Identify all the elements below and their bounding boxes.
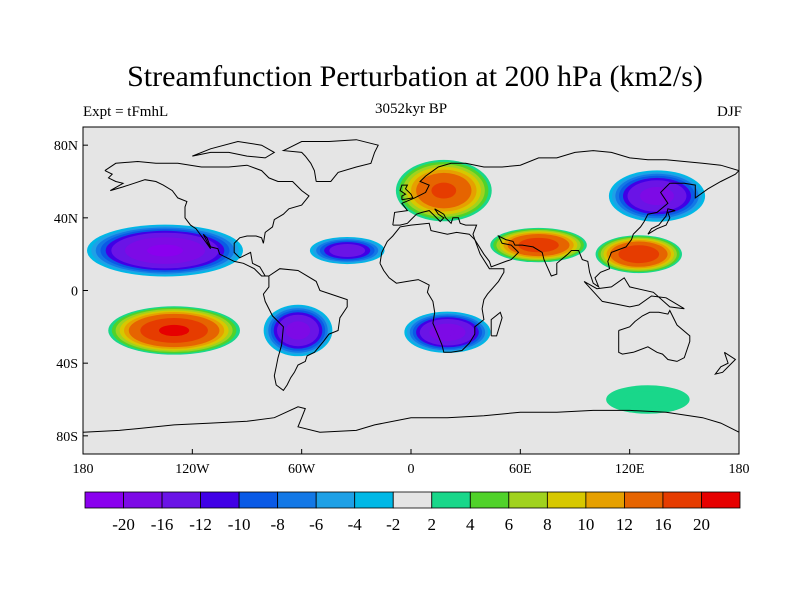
- colorbar-swatch: [624, 491, 664, 509]
- contour-band: [339, 247, 355, 254]
- anomaly-center-7: [490, 227, 587, 263]
- colorbar-swatch: [238, 491, 279, 509]
- x-tick-label: 180: [73, 462, 94, 477]
- colorbar: -20 -16 -12 -10 -8 -6 -4 -2 2 4 6 8 10 12 16 20: [84, 491, 741, 534]
- contour-band: [435, 184, 453, 197]
- colorbar-label: -12: [189, 515, 212, 534]
- colorbar-swatch: [161, 491, 201, 509]
- colorbar-swatch: [200, 491, 240, 509]
- colorbar-label: 2: [428, 515, 437, 534]
- coastline-madagascar: [490, 311, 503, 337]
- coastline-australia: [618, 309, 691, 362]
- anomaly-center-6: [395, 159, 492, 222]
- y-tick-label: 0: [71, 285, 78, 300]
- colorbar-label: -2: [386, 515, 400, 534]
- x-tick-label: 120E: [615, 462, 645, 477]
- anomaly-center-9: [608, 170, 706, 222]
- colorbar-swatch: [315, 491, 356, 509]
- coastlines: [83, 139, 739, 433]
- coastline-greenland: [281, 139, 379, 182]
- season-label: DJF: [716, 104, 742, 120]
- x-tick-label: 60E: [509, 462, 532, 477]
- y-axis-ticks: 80N 40N 0 40S 80S: [54, 139, 88, 445]
- colorbar-swatch: [585, 491, 625, 509]
- coastline-arctic-islands: [192, 140, 276, 159]
- anomaly-center-3: [263, 304, 333, 357]
- coastline-europe-asia: [392, 150, 739, 289]
- colorbar-swatch: [277, 491, 317, 509]
- y-tick-label: 40N: [54, 212, 78, 227]
- anomaly-center-1: [87, 224, 243, 277]
- colorbar-label: 10: [577, 515, 594, 534]
- anomaly-center-5: [404, 311, 491, 353]
- colorbar-swatch: [546, 491, 587, 509]
- coastline-africa: [379, 222, 505, 353]
- anomaly-center-2: [108, 306, 240, 355]
- x-tick-label: 0: [408, 462, 415, 477]
- colorbar-label: 12: [616, 515, 633, 534]
- colorbar-label: -8: [271, 515, 285, 534]
- contour-band: [152, 246, 178, 255]
- anomaly-center-8: [595, 235, 682, 274]
- x-tick-label: 120W: [175, 462, 210, 477]
- x-axis-ticks: 180 120W 60W 0 60E 120E 180: [73, 449, 750, 477]
- colorbar-label: 4: [466, 515, 475, 534]
- y-tick-label: 80S: [56, 430, 78, 445]
- colorbar-swatch: [84, 491, 124, 509]
- anomaly-center-10: [606, 385, 690, 414]
- colorbar-label: 6: [505, 515, 514, 534]
- colorbar-swatch: [431, 491, 471, 509]
- colorbar-swatch: [469, 491, 510, 509]
- experiment-label: Expt = tFmhL: [83, 104, 169, 120]
- coastline-japan: [647, 208, 676, 235]
- time-label: 3052kyr BP: [374, 101, 448, 117]
- colorbar-swatch: [508, 491, 548, 509]
- x-tick-label: 180: [729, 462, 750, 477]
- contour-band: [291, 325, 305, 336]
- contour-band: [623, 391, 672, 408]
- colorbar-label: -6: [309, 515, 323, 534]
- anomaly-center-4: [309, 237, 385, 265]
- colorbar-swatch: [392, 491, 433, 509]
- x-tick-label: 60W: [288, 462, 316, 477]
- contour-band: [440, 328, 455, 336]
- colorbar-swatch: [701, 491, 741, 509]
- contour-band: [631, 251, 646, 258]
- coastline-antarctica: [83, 406, 739, 433]
- map-contour-field: [83, 127, 739, 454]
- colorbar-swatch: [662, 491, 702, 509]
- colorbar-label: -16: [151, 515, 174, 534]
- colorbar-swatch: [123, 491, 163, 509]
- coastline-south-america: [262, 268, 348, 392]
- colorbar-label: -10: [228, 515, 251, 534]
- chart-title: Streamfunction Perturbation at 200 hPa (…: [127, 60, 703, 93]
- y-tick-label: 80N: [54, 139, 78, 154]
- coastline-new-zealand: [714, 351, 737, 375]
- contour-band: [530, 242, 547, 249]
- colorbar-label: -20: [112, 515, 135, 534]
- coastline-uk: [399, 184, 414, 201]
- colorbar-swatch: [354, 491, 394, 509]
- colorbar-label: 16: [654, 515, 671, 534]
- coastline-indonesia: [583, 277, 685, 310]
- colorbar-label: 20: [693, 515, 710, 534]
- coastline-north-america: [104, 160, 310, 277]
- y-tick-label: 40S: [56, 357, 78, 372]
- colorbar-label: 8: [543, 515, 552, 534]
- contour-band: [163, 326, 185, 335]
- colorbar-label: -4: [348, 515, 363, 534]
